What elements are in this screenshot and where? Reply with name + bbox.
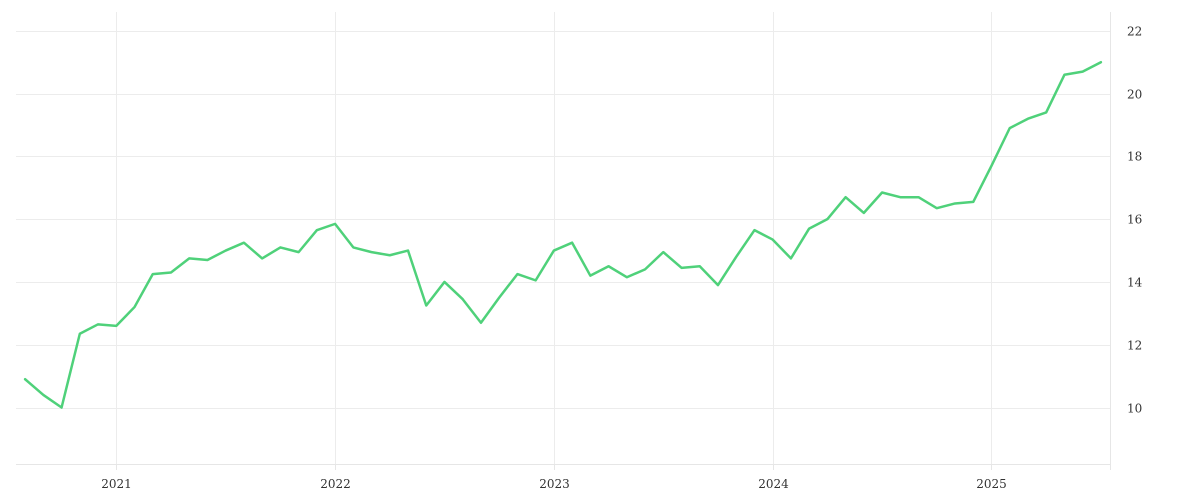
- data-point: [716, 283, 720, 287]
- x-tick-label: 2022: [320, 477, 351, 491]
- data-point: [971, 200, 975, 204]
- data-point: [698, 264, 702, 268]
- series-line: [23, 60, 1103, 409]
- data-point: [406, 249, 410, 253]
- data-point: [898, 195, 902, 199]
- data-point: [96, 322, 100, 326]
- y-tick-label: 16: [1127, 213, 1142, 227]
- data-point: [424, 303, 428, 307]
- data-point: [133, 305, 137, 309]
- data-point: [260, 256, 264, 260]
- data-point: [771, 238, 775, 242]
- data-point: [734, 255, 738, 259]
- y-tick-label: 12: [1127, 339, 1142, 353]
- data-point: [1044, 110, 1048, 114]
- data-point: [242, 241, 246, 245]
- data-point: [825, 217, 829, 221]
- data-point: [534, 278, 538, 282]
- data-point: [23, 377, 27, 381]
- data-point: [661, 250, 665, 254]
- data-point: [41, 393, 45, 397]
- axes: [16, 12, 1111, 470]
- data-point: [205, 258, 209, 262]
- data-point: [315, 228, 319, 232]
- x-tick-label: 2024: [758, 477, 789, 491]
- data-point: [625, 275, 629, 279]
- data-point: [807, 227, 811, 231]
- y-tick-label: 22: [1127, 25, 1142, 39]
- data-point: [789, 256, 793, 260]
- data-point: [844, 195, 848, 199]
- y-tick-label: 18: [1127, 150, 1142, 164]
- data-point: [680, 266, 684, 270]
- data-point: [370, 250, 374, 254]
- data-point: [752, 228, 756, 232]
- data-point: [479, 321, 483, 325]
- data-point: [169, 271, 173, 275]
- y-tick-label: 14: [1127, 276, 1143, 290]
- data-point: [351, 245, 355, 249]
- data-point: [187, 256, 191, 260]
- data-point: [151, 272, 155, 276]
- data-point: [333, 222, 337, 226]
- data-point: [643, 267, 647, 271]
- data-point: [388, 253, 392, 257]
- data-point: [461, 297, 465, 301]
- y-tick-label: 20: [1127, 88, 1142, 102]
- data-point: [552, 249, 556, 253]
- data-point: [1026, 117, 1030, 121]
- data-point: [917, 195, 921, 199]
- data-point: [862, 211, 866, 215]
- data-point: [1099, 60, 1103, 64]
- data-point: [570, 241, 574, 245]
- x-tick-label: 2021: [101, 477, 132, 491]
- x-tick-label: 2025: [976, 477, 1007, 491]
- data-point: [1062, 73, 1066, 77]
- data-point: [1008, 126, 1012, 130]
- data-point: [114, 324, 118, 328]
- data-point: [60, 406, 64, 410]
- data-point: [989, 164, 993, 168]
- data-point: [442, 280, 446, 284]
- data-point: [297, 250, 301, 254]
- series-layer: [23, 60, 1103, 409]
- data-point: [607, 264, 611, 268]
- x-tick-label: 2023: [539, 477, 570, 491]
- data-point: [935, 206, 939, 210]
- data-point: [515, 272, 519, 276]
- data-point: [1081, 70, 1085, 74]
- data-point: [880, 190, 884, 194]
- grid: [16, 12, 1110, 464]
- data-point: [224, 249, 228, 253]
- y-tick-label: 10: [1127, 402, 1142, 416]
- data-point: [78, 332, 82, 336]
- data-point: [278, 245, 282, 249]
- data-point: [953, 201, 957, 205]
- data-point: [497, 296, 501, 300]
- data-point: [588, 274, 592, 278]
